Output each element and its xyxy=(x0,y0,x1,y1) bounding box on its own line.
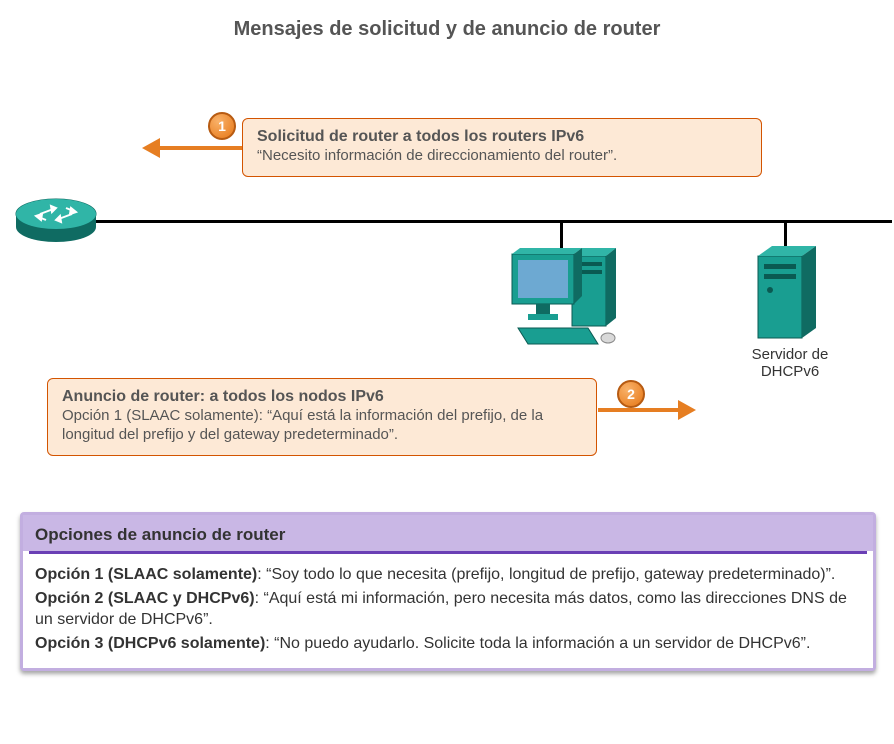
pc-icon xyxy=(510,248,620,348)
arrow-ra-head xyxy=(678,400,696,420)
server-label-line1: Servidor de xyxy=(752,346,829,363)
arrow-rs-head xyxy=(142,138,160,158)
diagram-page: Mensajes de solicitud y de anuncio de ro… xyxy=(0,0,894,744)
option-line: Opción 1 (SLAAC solamente): “Soy todo lo… xyxy=(35,564,861,586)
server-icon xyxy=(752,246,822,344)
callout-ra-title: Anuncio de router: a todos los nodos IPv… xyxy=(62,387,582,407)
options-header: Opciones de anuncio de router xyxy=(23,515,873,551)
callout-ra: Anuncio de router: a todos los nodos IPv… xyxy=(47,378,597,456)
option-rest: : “No puedo ayudarlo. Solicite toda la i… xyxy=(265,635,810,652)
options-panel: Opciones de anuncio de router Opción 1 (… xyxy=(20,512,876,671)
network-drop-pc xyxy=(560,221,563,251)
arrow-rs-stem xyxy=(160,146,242,150)
callout-rs: Solicitud de router a todos los routers … xyxy=(242,118,762,177)
network-backbone xyxy=(52,220,892,223)
server-label-line2: DHCPv6 xyxy=(761,363,819,380)
option-bold: Opción 3 (DHCPv6 solamente) xyxy=(35,635,265,652)
callout-ra-body: Opción 1 (SLAAC solamente): “Aquí está l… xyxy=(62,407,582,445)
router-icon xyxy=(12,192,100,244)
callout-rs-body: “Necesito información de direccionamient… xyxy=(257,147,747,166)
option-line: Opción 3 (DHCPv6 solamente): “No puedo a… xyxy=(35,633,861,655)
option-rest: : “Soy todo lo que necesita (prefijo, lo… xyxy=(257,566,835,583)
page-title: Mensajes de solicitud y de anuncio de ro… xyxy=(0,18,894,41)
step-badge-1: 1 xyxy=(208,112,236,140)
option-line: Opción 2 (SLAAC y DHCPv6): “Aquí está mi… xyxy=(35,588,861,631)
options-body: Opción 1 (SLAAC solamente): “Soy todo lo… xyxy=(23,554,873,668)
callout-rs-title: Solicitud de router a todos los routers … xyxy=(257,127,747,147)
option-bold: Opción 2 (SLAAC y DHCPv6) xyxy=(35,590,255,607)
server-label: Servidor de DHCPv6 xyxy=(730,346,850,381)
option-bold: Opción 1 (SLAAC solamente) xyxy=(35,566,257,583)
arrow-ra-stem xyxy=(598,408,678,412)
step-badge-2: 2 xyxy=(617,380,645,408)
